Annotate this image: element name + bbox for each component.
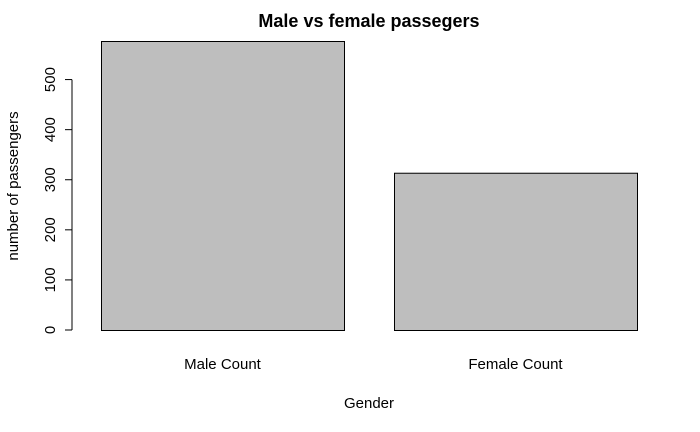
y-tick-label: 100	[42, 267, 59, 292]
y-tick-label: 400	[42, 117, 59, 142]
bars-group	[101, 41, 638, 331]
y-axis-label: number of passengers	[5, 111, 22, 260]
y-tick-label: 200	[42, 217, 59, 242]
y-tick-label: 300	[42, 167, 59, 192]
chart-title: Male vs female passegers	[258, 11, 479, 31]
category-labels: Male Count Female Count	[184, 356, 563, 373]
x-category-label: Male Count	[184, 356, 262, 373]
y-tick-label: 0	[42, 326, 59, 334]
x-axis-label: Gender	[344, 395, 394, 412]
y-axis: 0 100 200 300 400 500	[42, 67, 73, 334]
bar-female-count	[394, 172, 638, 331]
bar-male-count	[101, 41, 345, 331]
y-tick-label: 500	[42, 67, 59, 92]
x-category-label: Female Count	[468, 356, 563, 373]
